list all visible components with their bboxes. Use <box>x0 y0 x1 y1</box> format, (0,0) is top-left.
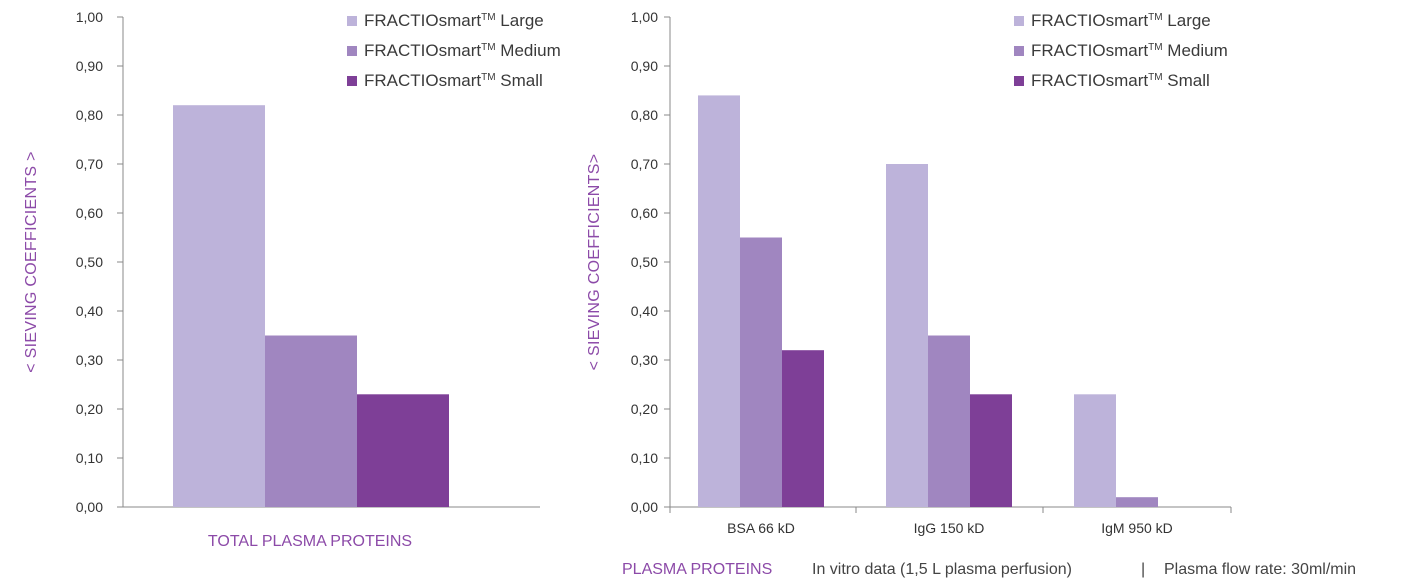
y-tick-label: 0,00 <box>631 499 658 515</box>
y-tick-label: 0,80 <box>76 107 103 123</box>
y-tick-label: 0,70 <box>631 156 658 172</box>
bar-medium <box>265 335 357 507</box>
y-tick-label: 0,60 <box>631 205 658 221</box>
legend-label-large: FRACTIOsmartTM Large <box>1031 11 1211 30</box>
footer-separator: | <box>1141 561 1145 578</box>
y-tick-label: 0,30 <box>76 352 103 368</box>
x-axis-label: TOTAL PLASMA PROTEINS <box>208 533 412 550</box>
legend-label-small: FRACTIOsmartTM Small <box>364 71 543 90</box>
bar-medium <box>928 335 970 507</box>
y-tick-label: 0,40 <box>631 303 658 319</box>
y-tick-label: 0,30 <box>631 352 658 368</box>
y-tick-label: 0,00 <box>76 499 103 515</box>
bar-large <box>173 105 265 507</box>
legend-label-medium: FRACTIOsmartTM Medium <box>1031 41 1228 60</box>
y-tick-label: 0,50 <box>76 254 103 270</box>
legend-swatch-small <box>1014 76 1024 86</box>
legend-swatch-medium <box>1014 46 1024 56</box>
legend-label-large: FRACTIOsmartTM Large <box>364 11 544 30</box>
y-axis-label: < SIEVING COEFFICIENTS> <box>586 154 603 371</box>
y-tick-label: 1,00 <box>631 9 658 25</box>
legend-swatch-large <box>1014 16 1024 26</box>
y-tick-label: 0,60 <box>76 205 103 221</box>
legend-swatch-large <box>347 16 357 26</box>
category-label: IgG 150 kD <box>914 520 985 536</box>
y-tick-label: 0,90 <box>631 58 658 74</box>
y-axis-label: < SIEVING COEFFICIENTS > <box>23 151 40 372</box>
bar-large <box>698 95 740 508</box>
bar-medium <box>740 237 782 507</box>
y-tick-label: 0,80 <box>631 107 658 123</box>
y-tick-label: 1,00 <box>76 9 103 25</box>
y-tick-label: 0,90 <box>76 58 103 74</box>
y-tick-label: 0,20 <box>76 401 103 417</box>
y-tick-label: 0,50 <box>631 254 658 270</box>
bar-small <box>357 394 449 507</box>
bar-medium <box>1116 497 1158 507</box>
y-tick-label: 0,10 <box>631 450 658 466</box>
chart-layer: 0,00 0,10 0,20 0,30 0,40 0,50 0,60 0,70 0,80 0,90… <box>23 9 1232 550</box>
legend-swatch-small <box>347 76 357 86</box>
legend-label-small: FRACTIOsmartTM Small <box>1031 71 1210 90</box>
plasma-proteins-axis-title: PLASMA PROTEINS <box>622 561 772 578</box>
category-label: BSA 66 kD <box>727 520 795 536</box>
in-vitro-note: In vitro data (1,5 L plasma perfusion) <box>812 561 1072 578</box>
bar-small <box>970 394 1012 507</box>
flow-rate-note: Plasma flow rate: 30ml/min <box>1164 561 1356 578</box>
bar-small <box>782 350 824 507</box>
bar-large <box>1074 394 1116 507</box>
legend-swatch-medium <box>347 46 357 56</box>
y-tick-label: 0,10 <box>76 450 103 466</box>
legend-label-medium: FRACTIOsmartTM Medium <box>364 41 561 60</box>
y-tick-label: 0,40 <box>76 303 103 319</box>
bar-large <box>886 164 928 507</box>
y-tick-label: 0,20 <box>631 401 658 417</box>
category-label: IgM 950 kD <box>1101 520 1173 536</box>
y-tick-label: 0,70 <box>76 156 103 172</box>
